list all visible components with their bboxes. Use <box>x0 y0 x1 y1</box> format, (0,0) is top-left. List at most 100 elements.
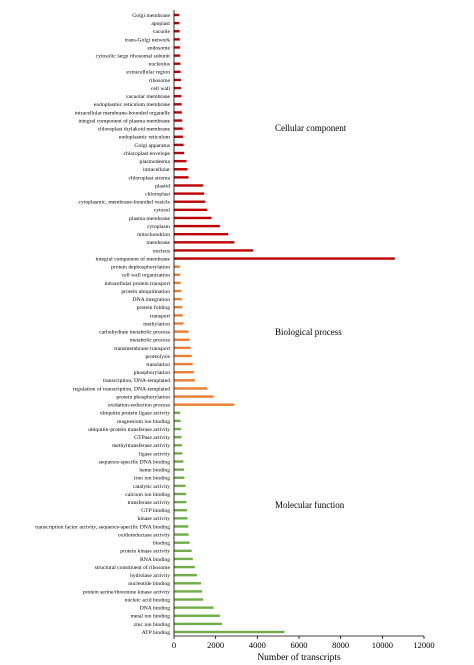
category-label: magnesium ion binding <box>117 419 170 425</box>
category-label: vacuole <box>153 29 171 35</box>
bar <box>174 622 222 626</box>
bar <box>174 232 229 236</box>
bar <box>174 533 189 536</box>
category-label: cell wall <box>151 86 171 92</box>
category-label: plastid <box>155 183 170 189</box>
bar <box>174 500 187 504</box>
category-label: calcium ion binding <box>125 492 170 498</box>
category-label: endosome <box>147 45 170 51</box>
bar <box>174 484 186 488</box>
category-label: cytosol <box>154 208 171 214</box>
section-label: Cellular component <box>275 123 347 133</box>
category-label: cytosolic large ribosomal subunit <box>96 53 171 59</box>
bar <box>174 127 183 130</box>
category-label: nucleus <box>153 248 170 254</box>
category-label: DNA integration <box>133 297 171 303</box>
x-tick-label: 4000 <box>249 640 266 650</box>
category-label: phosphorylation <box>134 370 171 376</box>
x-axis-title: Number of transcripts <box>257 652 341 663</box>
bar <box>174 338 190 341</box>
category-label: chloroplast thylakoid membrane <box>98 127 171 133</box>
category-label: protein dephosphorylation <box>111 265 170 271</box>
bar <box>174 444 182 447</box>
category-label: transcription, DNA-templated <box>103 378 170 384</box>
bar <box>174 549 192 553</box>
bar <box>174 297 182 301</box>
category-label: methylation <box>143 321 170 327</box>
category-label: chloroplast stroma <box>129 175 171 181</box>
bar <box>174 525 189 528</box>
bar <box>174 460 184 463</box>
bar <box>174 86 182 90</box>
bar <box>174 13 180 17</box>
category-label: endoplasmic reticulum membrane <box>94 102 171 108</box>
x-tick-label: 0 <box>172 640 176 650</box>
bar <box>174 70 181 74</box>
category-label: membrane <box>146 240 170 246</box>
bar <box>174 387 208 390</box>
bar <box>174 419 181 423</box>
category-label: chloroplast <box>145 192 170 198</box>
category-label: protein phosphorylation <box>116 394 170 400</box>
section-label: Molecular function <box>275 500 345 510</box>
bar <box>174 614 220 617</box>
category-label: nucleotide binding <box>128 581 170 587</box>
category-label: GTPase activity <box>134 435 170 441</box>
category-labels-layer: Golgi membrane apoplast vacuole trans-Golgi… <box>35 13 170 636</box>
bar <box>174 598 204 601</box>
bar <box>174 257 395 260</box>
category-label: trans-Golgi network <box>125 37 170 43</box>
bar <box>174 135 183 138</box>
category-label: intracellular membrane-bounded organelle <box>75 110 171 116</box>
bar <box>174 289 182 293</box>
bar <box>174 476 185 479</box>
category-label: heme binding <box>139 468 170 474</box>
bar <box>174 159 187 163</box>
bar <box>174 362 193 366</box>
category-label: nucleolus <box>149 62 170 68</box>
bar <box>174 168 188 171</box>
bar <box>174 606 214 609</box>
bar <box>174 111 182 114</box>
bar <box>174 30 180 33</box>
category-label: structural constituent of ribosome <box>95 564 171 571</box>
category-label: RNA binding <box>140 557 170 563</box>
category-label: Golgi apparatus <box>134 143 170 149</box>
x-tick-label: 2000 <box>207 640 224 650</box>
bar <box>174 565 195 569</box>
category-label: ubiquitin-protein transferase activity <box>88 426 170 433</box>
category-label: protein ubiquitination <box>121 289 170 295</box>
x-ticks-layer: 0 2000 4000 6000 8000 10000 12000 <box>172 636 435 650</box>
x-tick-label: 10000 <box>372 640 393 650</box>
category-label: chloroplast envelope <box>124 151 171 157</box>
bar <box>174 379 195 382</box>
category-label: carbohydrate metabolic process <box>99 330 170 336</box>
category-label: transport <box>150 313 170 319</box>
bar <box>174 54 181 57</box>
bar <box>174 411 181 415</box>
x-tick-label: 12000 <box>413 640 434 650</box>
bar <box>174 249 254 252</box>
bar <box>174 192 205 195</box>
bar <box>174 541 190 544</box>
category-label: ligase activity <box>139 451 170 457</box>
category-label: cytoplasm <box>147 224 171 230</box>
bar <box>174 573 197 577</box>
bar <box>174 468 184 471</box>
category-label: ATP binding <box>142 630 170 636</box>
bar <box>174 119 183 122</box>
category-label: cell wall organization <box>122 273 171 279</box>
bar <box>174 322 184 325</box>
section-labels-layer: Cellular component Biological process Mole… <box>275 123 347 510</box>
bar <box>174 306 183 309</box>
category-label: hydrolase activity <box>130 573 170 579</box>
category-label: cytoplasmic, membrane-bounded vesicle <box>79 200 171 206</box>
category-label: protein folding <box>137 304 171 311</box>
bar <box>174 94 182 98</box>
bar <box>174 281 181 285</box>
bar <box>174 200 206 203</box>
bar <box>174 557 193 561</box>
category-label: GTP binding <box>141 508 170 514</box>
bar <box>174 103 182 106</box>
